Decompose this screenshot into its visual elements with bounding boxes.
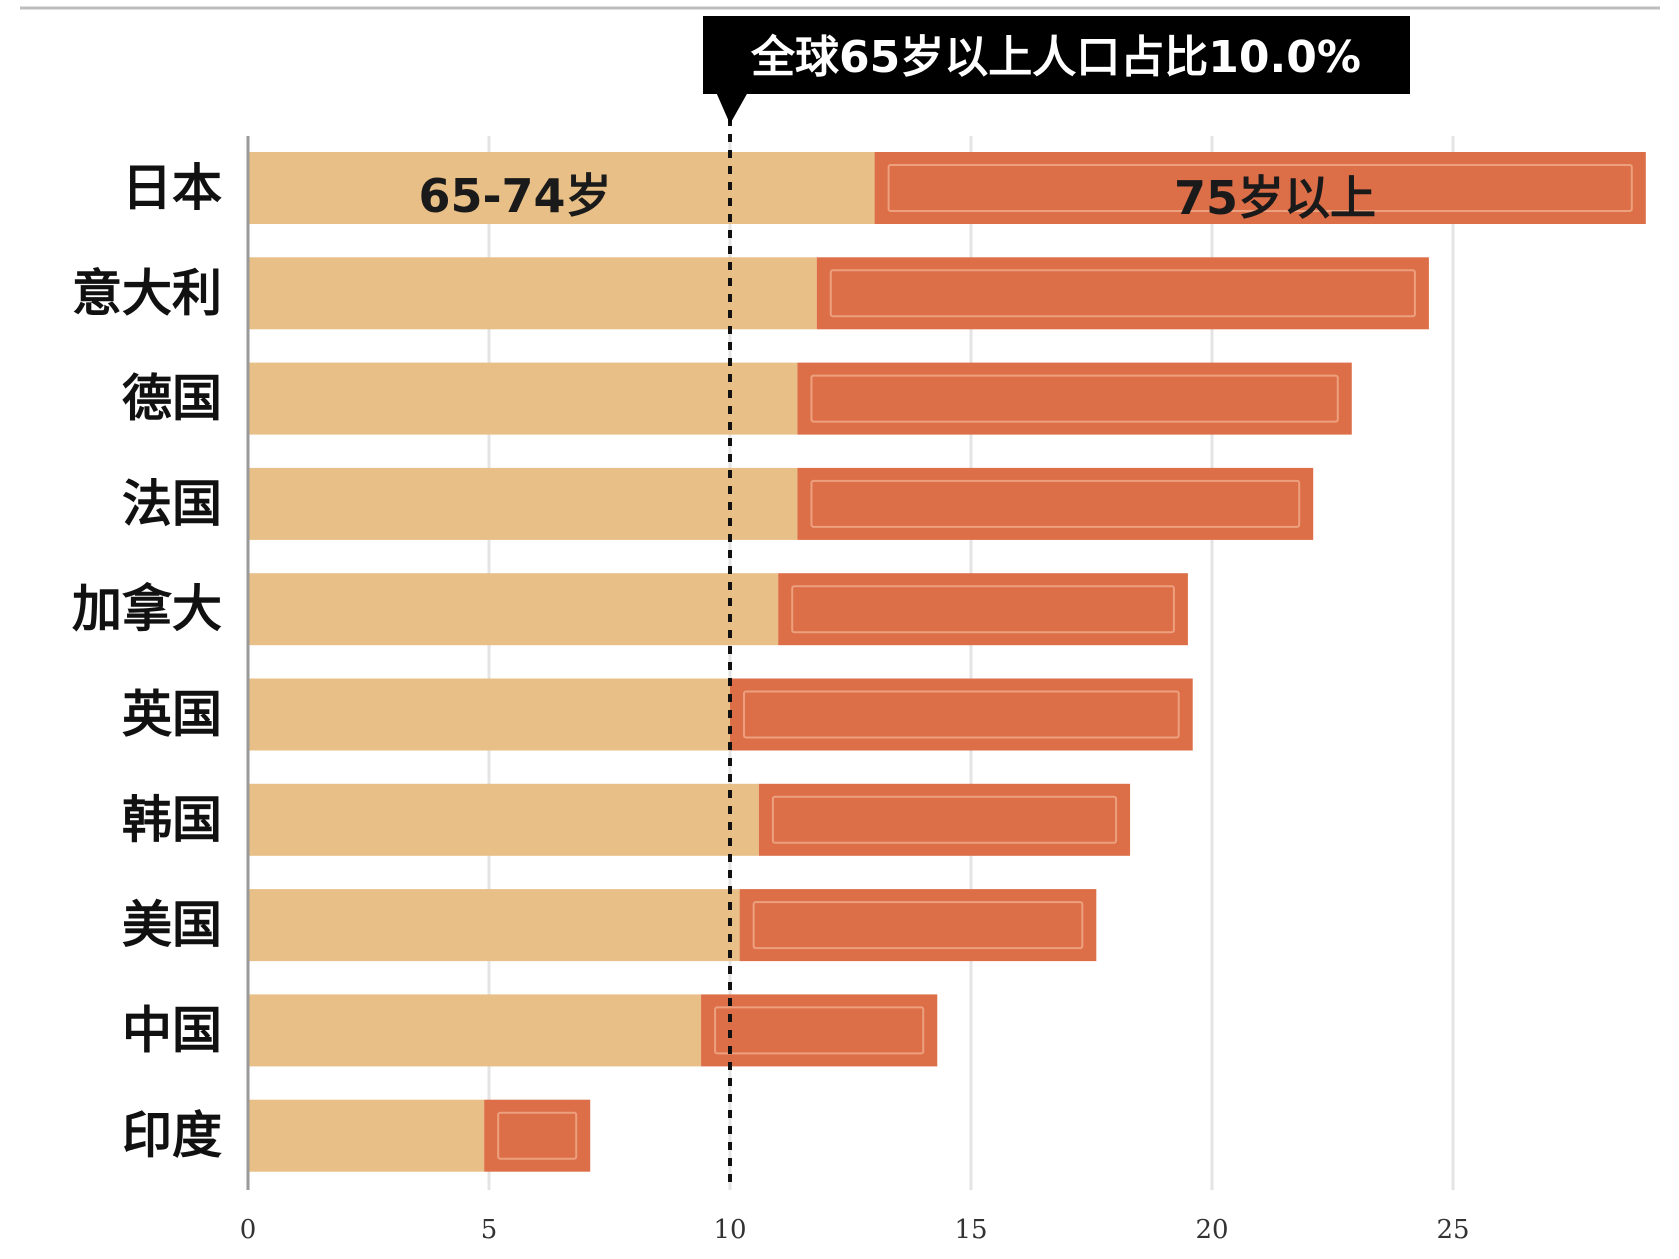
callout-text: 全球65岁以上人口占比10.0% — [750, 32, 1361, 83]
category-label: 中国 — [122, 1001, 222, 1059]
x-tick-label: 15 — [954, 1215, 987, 1245]
bar-65-74-印度 — [248, 1099, 485, 1172]
bar-75plus-中国 — [701, 994, 938, 1067]
category-label: 英国 — [122, 686, 222, 744]
x-tick-label: 25 — [1436, 1215, 1469, 1245]
x-tick-label: 5 — [481, 1215, 498, 1245]
bar-75plus-inner-outline-中国 — [714, 1006, 925, 1055]
bar-65-74-日本 — [248, 152, 875, 224]
bar-75plus-inner-outline-法国 — [810, 479, 1301, 528]
category-label: 韩国 — [122, 791, 222, 849]
bar-75plus-美国 — [739, 889, 1097, 962]
bar-75plus-inner-outline-韩国 — [771, 795, 1118, 844]
bars — [248, 152, 1646, 1172]
callout-pointer — [716, 92, 748, 124]
category-label: 法国 — [122, 475, 222, 533]
bar-65-74-英国 — [248, 678, 730, 751]
series-label-65-74: 65-74岁 — [418, 169, 611, 223]
bar-75plus-印度 — [484, 1099, 591, 1172]
category-label: 德国 — [122, 370, 222, 428]
bar-65-74-德国 — [248, 362, 798, 435]
bar-75plus-inner-outline-美国 — [752, 901, 1084, 950]
x-tick-label: 10 — [713, 1215, 746, 1245]
x-tick-label: 0 — [240, 1215, 257, 1245]
bar-75plus-加拿大 — [778, 573, 1188, 646]
bar-65-74-意大利 — [248, 257, 817, 330]
reference-callout: 全球65岁以上人口占比10.0% — [703, 16, 1410, 124]
bar-75plus-inner-outline-印度 — [497, 1111, 578, 1160]
bar-75plus-英国 — [730, 678, 1193, 751]
bar-75plus-inner-outline-意大利 — [829, 269, 1416, 318]
bar-65-74-中国 — [248, 994, 702, 1067]
bar-75plus-inner-outline-日本 — [887, 164, 1633, 212]
category-label: 加拿大 — [72, 580, 222, 638]
x-axis-ticks: 0 5 10 15 20 25 — [240, 1215, 1470, 1245]
x-tick-label: 20 — [1195, 1215, 1228, 1245]
bar-75plus-inner-outline-英国 — [743, 690, 1180, 739]
bar-65-74-韩国 — [248, 783, 759, 856]
category-label: 印度 — [122, 1107, 222, 1165]
series-label-75-plus: 75岁以上 — [1174, 171, 1376, 225]
bar-75plus-inner-outline-德国 — [810, 374, 1339, 423]
category-label: 日本 — [122, 159, 222, 217]
bar-65-74-加拿大 — [248, 573, 779, 646]
callout-background — [703, 16, 1410, 94]
category-label: 美国 — [122, 896, 222, 954]
bar-75plus-意大利 — [816, 257, 1429, 330]
bar-75plus-法国 — [797, 467, 1314, 540]
bar-65-74-美国 — [248, 889, 740, 962]
bar-75plus-韩国 — [758, 783, 1131, 856]
category-label: 意大利 — [72, 264, 222, 322]
bar-75plus-德国 — [797, 362, 1352, 435]
bar-65-74-法国 — [248, 467, 798, 540]
bar-75plus-inner-outline-加拿大 — [791, 585, 1175, 634]
